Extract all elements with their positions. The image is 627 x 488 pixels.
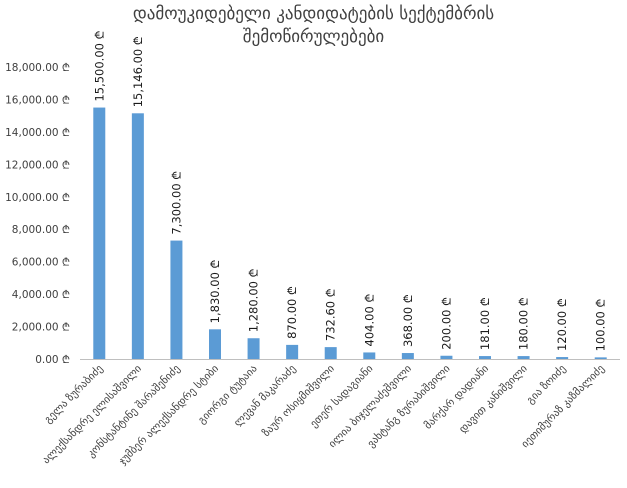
y-tick-label: 18,000.00 ₾ — [5, 62, 70, 74]
y-tick-label: 14,000.00 ₾ — [5, 127, 70, 139]
y-tick-label: 6,000.00 ₾ — [12, 257, 70, 269]
bar — [594, 357, 607, 359]
bar — [324, 347, 337, 359]
y-tick-label: 10,000.00 ₾ — [5, 192, 70, 204]
data-label: 870.00 ₾ — [285, 286, 299, 339]
data-label: 15,500.00 ₾ — [92, 30, 106, 101]
bar — [170, 240, 183, 359]
y-tick-label: 16,000.00 ₾ — [5, 94, 70, 106]
data-label: 732.60 ₾ — [324, 288, 338, 341]
data-label: 1,830.00 ₾ — [208, 259, 222, 323]
bar — [517, 356, 530, 359]
x-tick-label: ზაურ ოსიყმიშვილი — [260, 363, 336, 439]
y-tick-label: 0.00 ₾ — [35, 354, 70, 366]
bar — [247, 338, 260, 359]
data-label: 120.00 ₾ — [555, 298, 569, 351]
chart-title-line-1: დამოუკიდებელი კანდიდატების სექტემბრის — [132, 4, 495, 24]
bar — [556, 357, 569, 359]
y-tick-label: 2,000.00 ₾ — [12, 322, 70, 334]
data-label: 180.00 ₾ — [517, 297, 531, 350]
data-label: 181.00 ₾ — [478, 297, 492, 350]
bar — [93, 107, 106, 359]
bar — [286, 344, 299, 359]
data-label: 404.00 ₾ — [362, 294, 376, 347]
bar — [209, 329, 221, 359]
data-label: 368.00 ₾ — [401, 294, 415, 347]
data-label: 1,280.00 ₾ — [247, 268, 261, 332]
bar — [401, 353, 414, 359]
chart-title-line-2: შემოწირულებები — [242, 27, 385, 47]
bar — [131, 113, 144, 360]
bar — [440, 355, 453, 359]
y-tick-label: 4,000.00 ₾ — [12, 289, 70, 301]
y-tick-label: 12,000.00 ₾ — [5, 159, 70, 171]
data-label: 100.00 ₾ — [594, 298, 608, 351]
data-label: 15,146.00 ₾ — [131, 36, 145, 107]
data-label: 200.00 ₾ — [439, 297, 453, 350]
x-tick-label: დავით კანიშვილი — [457, 363, 530, 436]
bar — [479, 356, 491, 359]
data-label: 7,300.00 ₾ — [169, 171, 183, 235]
y-tick-label: 8,000.00 ₾ — [12, 224, 70, 236]
bar — [363, 352, 376, 359]
